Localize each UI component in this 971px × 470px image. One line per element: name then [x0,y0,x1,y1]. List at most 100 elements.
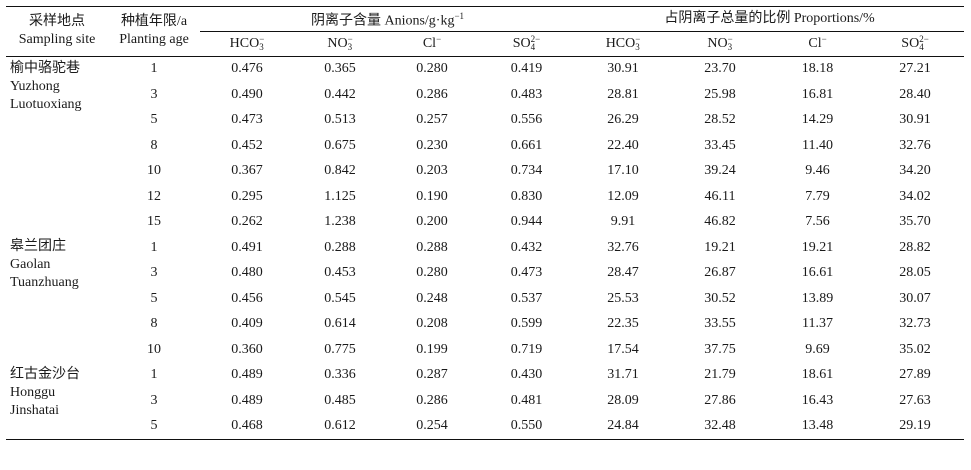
value-cell: 0.288 [416,239,448,255]
value-cell: 18.18 [801,61,834,77]
proportion-sulfate-header: SO 2− 4 [866,31,965,57]
ion-subscript: 3 [259,42,264,53]
value-cell: 0.830 [510,188,543,204]
site-name-en2: Luotuoxiang [10,96,82,112]
value-cell: 0.288 [324,239,356,255]
value-cell: 0.775 [324,341,356,357]
value-cell: 28.40 [899,86,931,102]
group-content-label: 阴离子含量 Anions/g·kg [310,13,455,29]
value-cell: 0.734 [510,163,543,179]
value-cell: 0.480 [231,265,263,281]
content-bicarbonate-header: HCO −3 [200,31,294,57]
site-header-zh: 采样地点 [29,14,85,30]
value-cell: 16.61 [801,265,834,281]
value-cell: 0.367 [231,163,263,179]
planting-age-cell: 3 [150,265,158,281]
value-cell: 21.79 [704,367,736,383]
value-cell: 0.409 [231,316,263,332]
planting-age-cell: 8 [150,137,158,153]
value-cell: 0.430 [510,367,543,383]
ion-charge: 2− [530,34,541,45]
col-planting-age: 种植年限/a Planting age [108,6,200,57]
ion-symbol: SO [901,35,920,51]
value-cell: 0.473 [510,265,543,281]
value-cell: 30.52 [704,290,736,306]
site-name-en1: Honggu [10,384,56,400]
ion-symbol: HCO [229,35,260,51]
ion-symbol: NO [707,35,728,51]
value-cell: 0.280 [416,61,448,77]
value-cell: 0.287 [416,367,448,383]
planting-age-cell: 3 [150,86,158,102]
value-cell: 27.21 [899,61,931,77]
value-cell: 0.199 [416,341,448,357]
ion-symbol: HCO [605,35,636,51]
table-row: 12 0.295 1.125 0.190 0.830 12.09 46.11 7.79 34.0… [6,184,964,210]
value-cell: 0.442 [324,86,356,102]
planting-age-cell: 3 [150,392,158,408]
value-cell: 22.35 [607,316,639,332]
value-cell: 0.295 [231,188,263,204]
table-row: 10 0.360 0.775 0.199 0.719 17.54 37.75 9.69 35.0… [6,337,964,363]
value-cell: 0.230 [416,137,448,153]
content-sulfate-header: SO 2− 4 [478,31,576,57]
value-cell: 0.599 [510,316,543,332]
age-header-en: Planting age [119,32,189,48]
value-cell: 0.491 [231,239,263,255]
value-cell: 0.842 [324,163,356,179]
value-cell: 0.203 [416,163,448,179]
group-proportion-label: 占阴离子总量的比例 Proportions/% [664,10,875,26]
value-cell: 25.53 [607,290,639,306]
site-name-zh: 皋兰团庄 [10,239,66,255]
planting-age-cell: 10 [147,341,161,357]
ion-header-row: HCO −3 NO −3 Cl − SO 2− 4 HCO −3 NO −3 Cl − SO 2− 4 [6,31,965,57]
table-header: 采样地点 Sampling site 种植年限/a Planting age 阴… [6,6,965,57]
site-name-en1: Yuzhong [10,78,60,94]
value-cell: 46.11 [704,188,736,204]
table-row: 8 0.409 0.614 0.208 0.599 22.35 33.55 11.37 32.7… [6,312,964,338]
value-cell: 0.360 [231,341,263,357]
ion-charge: − [727,34,733,45]
ion-charge: − [436,34,442,45]
table-row: 皋兰团庄 Gaolan Tuanzhuang 1 0.491 0.288 0.288 0.43… [6,235,964,290]
value-cell: 0.190 [416,188,448,204]
value-cell: 9.69 [805,341,830,357]
site-name-zh: 红古金沙台 [10,366,80,382]
ion-charge: − [635,34,641,45]
value-cell: 0.280 [416,265,448,281]
value-cell: 7.79 [805,188,830,204]
table-row: 3 0.480 0.453 0.280 0.473 28.47 26.87 16.61 28.0… [6,261,964,287]
value-cell: 30.91 [607,61,639,77]
site-name-zh: 榆中骆驼巷 [10,60,80,76]
value-cell: 0.485 [324,392,356,408]
ion-symbol: Cl [422,35,437,51]
value-cell: 0.545 [324,290,356,306]
value-cell: 0.248 [416,290,448,306]
sampling-site-cell: 榆中骆驼巷 Yuzhong Luotuoxiang [6,56,108,235]
value-cell: 0.490 [231,86,263,102]
value-cell: 0.489 [231,392,263,408]
value-cell: 0.257 [416,112,448,128]
table-row: 红古金沙台 Honggu Jinshatai 1 0.489 0.336 0.287 0.43… [6,362,964,441]
site-name-en2: Jinshatai [10,402,59,418]
value-cell: 33.55 [704,316,736,332]
value-cell: 0.336 [324,367,356,383]
value-cell: 28.47 [607,265,639,281]
proportion-nitrate-header: NO −3 [671,31,770,57]
col-sampling-site: 采样地点 Sampling site [6,6,108,57]
value-cell: 0.612 [324,418,356,434]
ion-subscript [436,43,441,51]
value-cell: 27.89 [899,367,931,383]
value-cell: 13.89 [801,290,834,306]
planting-age-cell: 5 [150,418,158,434]
value-cell: 0.719 [510,341,543,357]
ion-charge: − [347,34,353,45]
value-cell: 0.556 [510,112,543,128]
table-row: 5 0.468 0.612 0.254 0.550 24.84 32.48 13.48 29.1… [6,414,965,440]
value-cell: 23.70 [704,61,736,77]
group-header-content: 阴离子含量 Anions/g·kg−1 [200,6,576,32]
ion-charge: − [821,34,827,45]
table-row: 10 0.367 0.842 0.203 0.734 17.10 39.24 9.46 34.2… [6,159,964,185]
sampling-site-cell: 皋兰团庄 Gaolan Tuanzhuang [6,235,108,363]
planting-age-cell: 15 [147,214,161,230]
